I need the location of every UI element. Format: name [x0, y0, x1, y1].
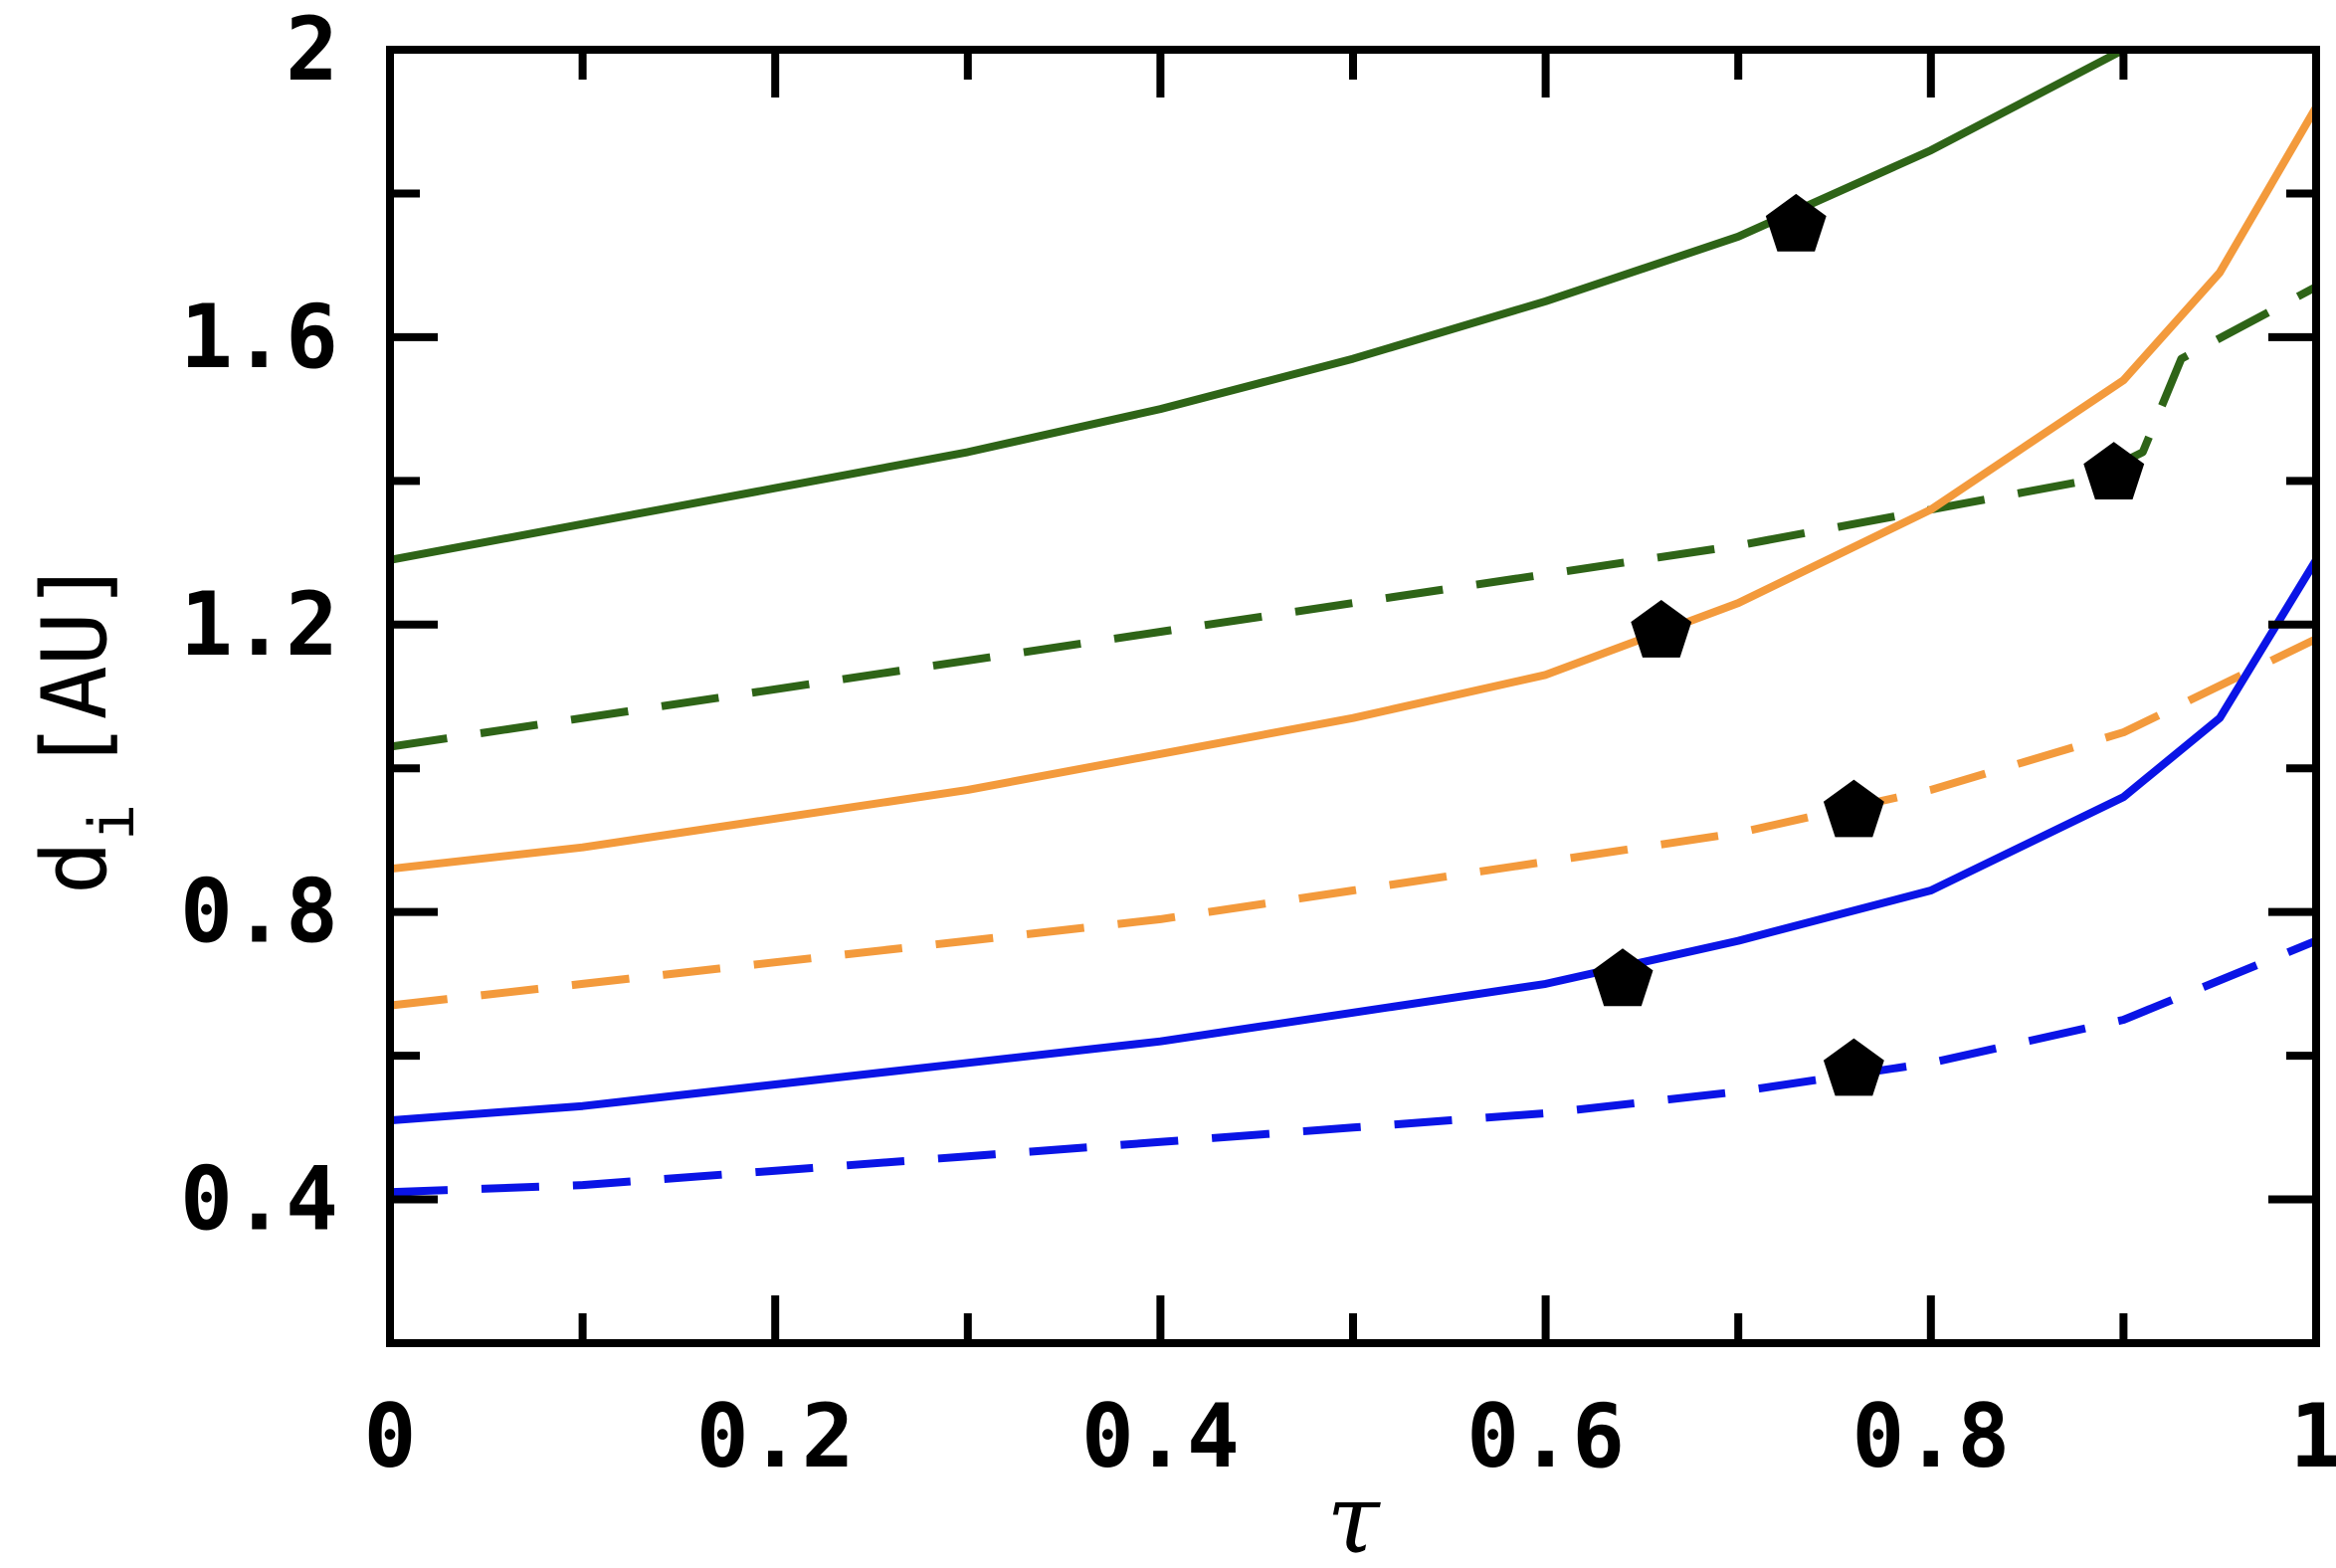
pentagon-marker-2: [2083, 442, 2145, 499]
series-line-4: [389, 635, 2318, 1010]
series-line-2: [389, 283, 2318, 751]
x-axis-label: τ: [1326, 1464, 1381, 1568]
series-layer: [389, 46, 2320, 1197]
tick-layer: [386, 46, 2320, 1343]
pentagon-marker-4: [1823, 779, 1884, 838]
y-axis-label-unit: [AU]: [23, 558, 127, 774]
pentagon-marker-3: [1631, 600, 1692, 658]
pentagon-marker-5: [1592, 948, 1654, 1007]
y-tick-label-0: 0.4: [180, 1148, 338, 1251]
y-tick-label-3: 1.6: [180, 286, 338, 388]
plot-frame: [386, 46, 2320, 1347]
y-tick-label-4: 2: [286, 0, 338, 100]
pentagon-marker-1: [1765, 193, 1827, 252]
x-tick-label-2: 0.4: [1081, 1385, 1240, 1487]
x-tick-label-1: 0.2: [696, 1385, 855, 1487]
series-line-3: [389, 104, 2320, 874]
x-tick-label-0: 0: [364, 1385, 417, 1487]
series-line-5: [389, 557, 2320, 1125]
pentagon-marker-6: [1823, 1038, 1884, 1096]
y-tick-label-2: 1.2: [180, 573, 338, 676]
y-axis-label-subscript: i: [76, 804, 148, 841]
marker-layer: [1592, 193, 2145, 1096]
label-layer: 0 0.2 0.4 0.6 0.8 1 0.4 0.8 1.2 1.6 2: [180, 0, 2336, 1487]
series-line-1: [389, 46, 2126, 564]
series-line-6: [389, 936, 2318, 1197]
x-tick-label-3: 0.6: [1466, 1385, 1625, 1487]
y-axis-label-text: di [AU]: [23, 558, 148, 894]
y-tick-label-1: 0.8: [180, 861, 338, 963]
y-axis-label-main: d: [23, 841, 127, 894]
y-axis-label: di [AU]: [23, 558, 148, 894]
x-tick-label-4: 0.8: [1851, 1385, 2010, 1487]
x-tick-label-5: 1: [2290, 1385, 2336, 1487]
